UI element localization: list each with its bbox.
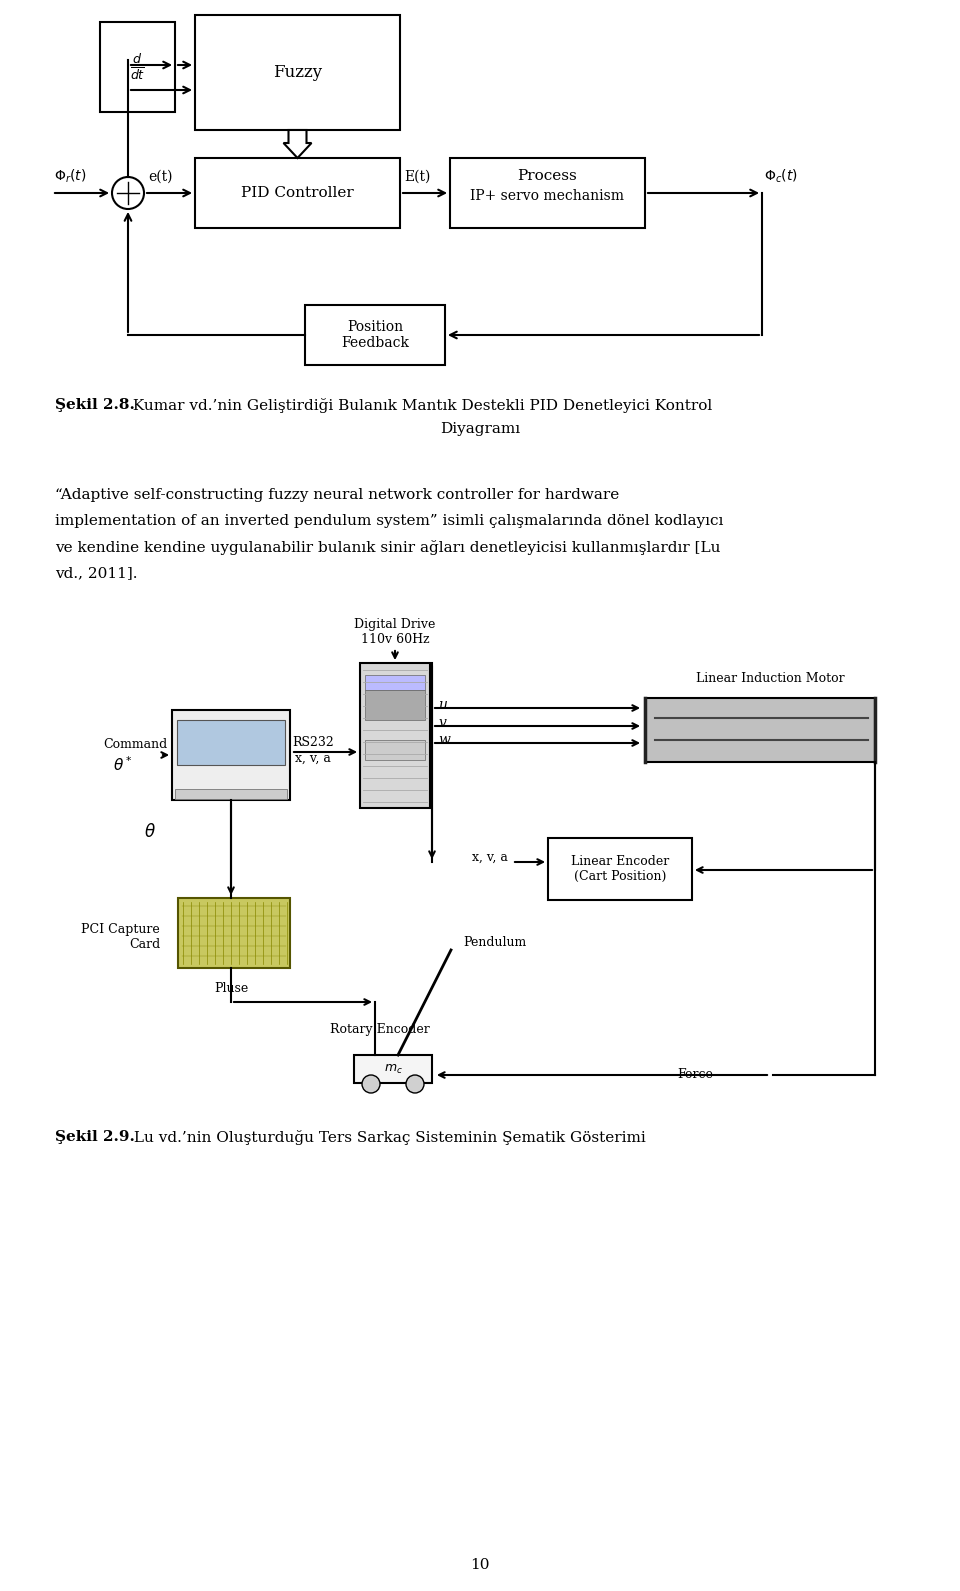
Text: Lu vd.’nin Oluşturduğu Ters Sarkaç Sisteminin Şematik Gösterimi: Lu vd.’nin Oluşturduğu Ters Sarkaç Siste… — [129, 1130, 646, 1146]
Text: $m_c$: $m_c$ — [384, 1063, 402, 1076]
Text: Kumar vd.’nin Geliştirdiği Bulanık Mantık Destekli PID Denetleyici Kontrol: Kumar vd.’nin Geliştirdiği Bulanık Mantı… — [128, 398, 712, 414]
Polygon shape — [645, 698, 875, 762]
Text: 10: 10 — [470, 1558, 490, 1572]
Text: $\frac{d}{dt}$: $\frac{d}{dt}$ — [130, 53, 145, 81]
FancyBboxPatch shape — [178, 897, 290, 967]
FancyBboxPatch shape — [450, 158, 645, 228]
Text: w: w — [438, 733, 450, 748]
FancyBboxPatch shape — [172, 710, 290, 800]
FancyBboxPatch shape — [365, 690, 425, 721]
Text: v: v — [438, 716, 445, 730]
Circle shape — [362, 1076, 380, 1093]
Text: x, v, a: x, v, a — [472, 851, 508, 864]
FancyBboxPatch shape — [548, 838, 692, 901]
Text: Fuzzy: Fuzzy — [273, 64, 322, 81]
Text: Şekil 2.8.: Şekil 2.8. — [55, 398, 134, 412]
FancyBboxPatch shape — [365, 740, 425, 760]
Text: vd., 2011].: vd., 2011]. — [55, 566, 137, 581]
FancyBboxPatch shape — [195, 14, 400, 130]
Text: Diyagramı: Diyagramı — [440, 422, 520, 436]
FancyBboxPatch shape — [305, 305, 445, 364]
Text: Şekil 2.9.: Şekil 2.9. — [55, 1130, 134, 1144]
Text: implementation of an inverted pendulum system” isimli çalışmalarında dönel kodla: implementation of an inverted pendulum s… — [55, 514, 724, 528]
Text: x, v, a: x, v, a — [295, 751, 331, 765]
Text: $\theta^*$: $\theta^*$ — [113, 756, 132, 775]
Text: Rotary Encoder: Rotary Encoder — [330, 1023, 430, 1036]
Text: Linear Encoder
(Cart Position): Linear Encoder (Cart Position) — [571, 854, 669, 883]
FancyBboxPatch shape — [365, 675, 425, 690]
Text: RS232: RS232 — [292, 735, 334, 748]
Text: Linear Induction Motor: Linear Induction Motor — [696, 671, 844, 684]
Text: $\Phi_r(t)$: $\Phi_r(t)$ — [54, 169, 86, 186]
Text: Position
Feedback: Position Feedback — [341, 320, 409, 350]
FancyBboxPatch shape — [177, 721, 285, 765]
FancyBboxPatch shape — [354, 1055, 432, 1083]
Text: $\theta$: $\theta$ — [144, 823, 156, 842]
Text: Force: Force — [677, 1069, 713, 1082]
Text: ve kendine kendine uygulanabilir bulanık sinir ağları denetleyicisi kullanmışlar: ve kendine kendine uygulanabilir bulanık… — [55, 539, 721, 555]
Text: Digital Drive: Digital Drive — [354, 617, 436, 632]
FancyBboxPatch shape — [195, 158, 400, 228]
Text: Process: Process — [517, 169, 577, 183]
Text: u: u — [438, 698, 446, 713]
Text: IP+ servo mechanism: IP+ servo mechanism — [470, 189, 625, 204]
Text: e(t): e(t) — [148, 170, 173, 185]
Circle shape — [112, 177, 144, 208]
Text: Pendulum: Pendulum — [463, 936, 526, 948]
Text: Command: Command — [103, 738, 167, 751]
Circle shape — [406, 1076, 424, 1093]
Text: PID Controller: PID Controller — [241, 186, 354, 200]
Text: $\Phi_c(t)$: $\Phi_c(t)$ — [764, 169, 798, 186]
Polygon shape — [283, 130, 311, 158]
FancyBboxPatch shape — [360, 663, 430, 808]
FancyBboxPatch shape — [100, 22, 175, 111]
Text: E(t): E(t) — [404, 170, 430, 185]
Text: 110v 60Hz: 110v 60Hz — [361, 633, 429, 646]
Text: “Adaptive self-constructing fuzzy neural network controller for hardware: “Adaptive self-constructing fuzzy neural… — [55, 488, 619, 503]
FancyBboxPatch shape — [175, 789, 287, 799]
Text: PCI Capture
Card: PCI Capture Card — [82, 923, 160, 951]
Text: Pluse: Pluse — [214, 982, 248, 994]
